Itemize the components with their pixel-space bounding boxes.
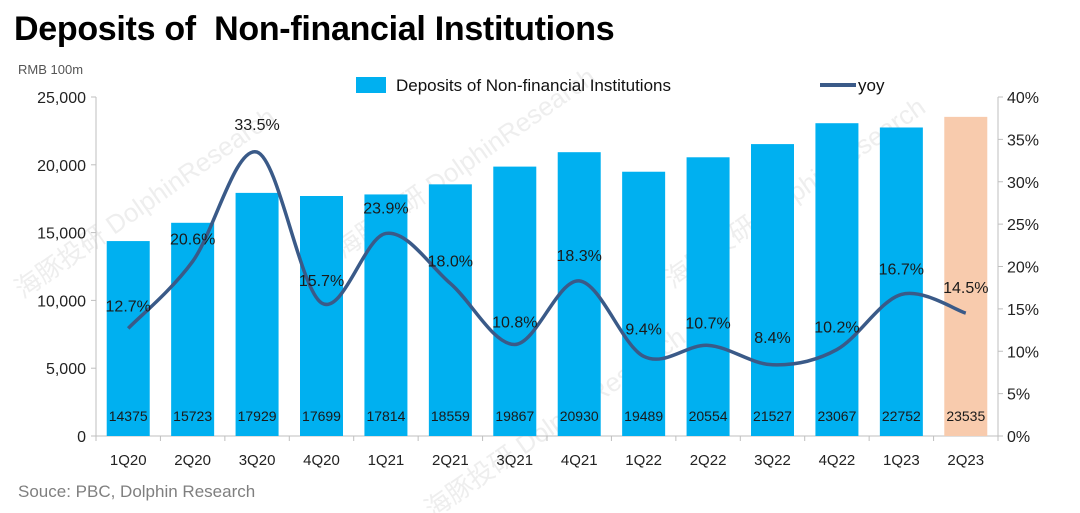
bar bbox=[815, 123, 859, 436]
x-tick-label: 4Q20 bbox=[303, 452, 340, 469]
x-tick-label: 1Q21 bbox=[368, 452, 405, 469]
bar bbox=[751, 144, 794, 437]
x-tick-label: 2Q21 bbox=[432, 452, 469, 469]
y2-tick-label: 0% bbox=[1007, 429, 1030, 446]
y-tick-label: 25,000 bbox=[37, 90, 86, 107]
y2-tick-label: 5% bbox=[1007, 387, 1030, 404]
bar-value-label: 15723 bbox=[173, 408, 212, 424]
bar-value-label: 19867 bbox=[495, 408, 534, 424]
y-tick-label: 5,000 bbox=[46, 361, 86, 378]
yoy-value-label: 33.5% bbox=[234, 117, 279, 134]
y2-tick-label: 35% bbox=[1007, 132, 1039, 149]
yoy-value-label: 16.7% bbox=[879, 261, 924, 278]
legend: Deposits of Non-financial Institutions yo… bbox=[356, 76, 885, 95]
yoy-value-label: 18.3% bbox=[557, 248, 602, 265]
yoy-value-label: 15.7% bbox=[299, 273, 344, 290]
bar bbox=[879, 127, 923, 436]
y-tick-label: 10,000 bbox=[37, 293, 86, 310]
bar bbox=[300, 196, 343, 436]
data-labels: 14375 15723 17929 17699 17814 18559 19867 20930… bbox=[106, 117, 989, 424]
bar bbox=[944, 116, 988, 436]
x-tick-label: 1Q22 bbox=[625, 452, 662, 469]
yoy-line bbox=[126, 150, 967, 367]
bar bbox=[428, 184, 472, 436]
x-tick-label: 1Q20 bbox=[110, 452, 147, 469]
x-tick-label: 3Q20 bbox=[239, 452, 276, 469]
legend-swatch-bar bbox=[356, 77, 386, 93]
bar-value-label: 20930 bbox=[560, 408, 599, 424]
y2-tick-label: 10% bbox=[1007, 344, 1039, 361]
y2-tick-label: 15% bbox=[1007, 302, 1039, 319]
x-tick-label: 4Q21 bbox=[561, 452, 598, 469]
x-tick-label: 4Q22 bbox=[819, 452, 856, 469]
bar-value-label: 14375 bbox=[109, 408, 148, 424]
yoy-value-label: 23.9% bbox=[363, 200, 408, 217]
bar-value-label: 19489 bbox=[624, 408, 663, 424]
yoy-line-series bbox=[126, 150, 967, 367]
bar bbox=[364, 194, 408, 436]
bar-value-label: 23535 bbox=[946, 408, 985, 424]
y2-tick-label: 25% bbox=[1007, 217, 1039, 234]
yoy-value-label: 8.4% bbox=[754, 330, 790, 347]
x-tick-label: 3Q21 bbox=[496, 452, 533, 469]
yoy-value-label: 10.2% bbox=[814, 320, 859, 337]
yoy-value-label: 10.7% bbox=[685, 315, 730, 332]
bar bbox=[557, 152, 601, 436]
bar-value-label: 22752 bbox=[882, 408, 921, 424]
yoy-value-label: 12.7% bbox=[106, 298, 151, 315]
y2-tick-label: 30% bbox=[1007, 175, 1039, 192]
yoy-value-label: 14.5% bbox=[943, 280, 988, 297]
x-tick-label: 1Q23 bbox=[883, 452, 920, 469]
bar-value-label: 18559 bbox=[431, 408, 470, 424]
bar bbox=[686, 157, 730, 436]
x-tick-label: 2Q20 bbox=[174, 452, 211, 469]
y-tick-label: 20,000 bbox=[37, 158, 86, 175]
chart-title: Deposits of Non-financial Institutions bbox=[14, 10, 615, 48]
bar-value-label: 20554 bbox=[689, 408, 728, 424]
bar bbox=[235, 192, 279, 436]
legend-label-line: yoy bbox=[858, 76, 885, 95]
yoy-value-label: 9.4% bbox=[625, 321, 661, 338]
bar bbox=[106, 241, 150, 436]
bar-value-label: 17814 bbox=[366, 408, 405, 424]
y-axis-unit-label: RMB 100m bbox=[18, 62, 84, 77]
yoy-value-label: 20.6% bbox=[170, 231, 215, 248]
legend-label-bar: Deposits of Non-financial Institutions bbox=[396, 76, 671, 95]
y2-tick-label: 20% bbox=[1007, 260, 1039, 277]
y-tick-label: 15,000 bbox=[37, 226, 86, 243]
yoy-value-label: 10.8% bbox=[492, 314, 537, 331]
bar-value-label: 23067 bbox=[817, 408, 856, 424]
y2-tick-label: 40% bbox=[1007, 90, 1039, 107]
x-tick-label: 2Q23 bbox=[947, 452, 984, 469]
bar-value-label: 21527 bbox=[753, 408, 792, 424]
bar bbox=[622, 171, 666, 436]
bar bbox=[493, 166, 537, 436]
bar-value-label: 17929 bbox=[238, 408, 277, 424]
yoy-value-label: 18.0% bbox=[428, 253, 473, 270]
x-tick-label: 3Q22 bbox=[754, 452, 791, 469]
y-tick-label: 0 bbox=[77, 429, 86, 446]
source-note: Souce: PBC, Dolphin Research bbox=[18, 482, 256, 501]
x-tick-label: 2Q22 bbox=[690, 452, 727, 469]
bar-value-label: 17699 bbox=[302, 408, 341, 424]
bar-series bbox=[106, 116, 988, 437]
bar bbox=[171, 222, 215, 436]
